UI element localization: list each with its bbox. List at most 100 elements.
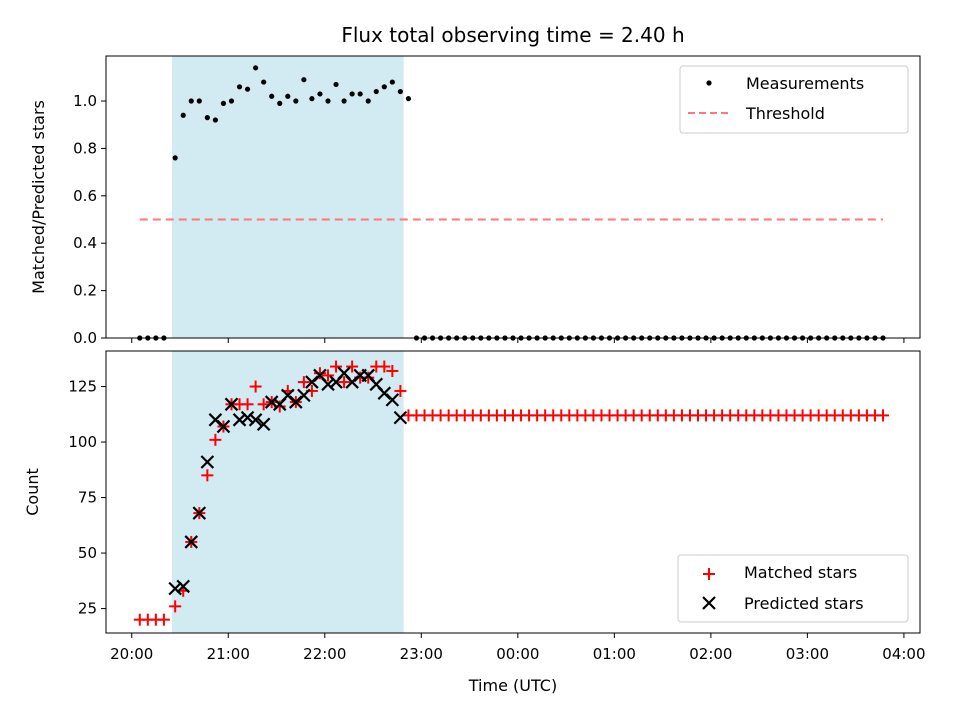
matched-star-point: [241, 398, 254, 411]
measurement-point: [172, 155, 178, 161]
predicted-star-point: [256, 417, 271, 432]
measurement-point: [244, 86, 251, 92]
matched-star-point: [201, 469, 214, 482]
bottom-panel: 25 50 75 100 125 20:00 21:00 22:00 23:00 00:00 01…: [23, 350, 926, 695]
predicted-star-points: [168, 366, 408, 596]
bottom-y-tick-label: 75: [78, 489, 97, 507]
measurement-point: [405, 96, 412, 102]
measurement-point: [333, 81, 339, 88]
top-y-tick-label: 1.0: [73, 92, 97, 110]
legend-label-matched: Matched stars: [744, 563, 857, 582]
measurement-point: [381, 84, 387, 90]
measurement-point: [397, 88, 403, 95]
predicted-star-point: [224, 397, 239, 412]
bottom-y-axis-label: Count: [23, 468, 42, 516]
measurement-point: [220, 100, 227, 106]
measurement-point: [236, 84, 243, 90]
bottom-x-ticks: 20:00 21:00 22:00 23:00 00:00 01:00 02:00 03:00…: [110, 633, 926, 663]
predicted-star-point: [264, 395, 279, 409]
top-y-tick-label: 0.2: [73, 282, 97, 300]
measurement-point: [277, 100, 283, 106]
top-y-tick-label: 0.0: [73, 329, 97, 347]
matched-star-point: [386, 364, 399, 377]
x-tick-label: 04:00: [882, 645, 925, 663]
predicted-star-point: [297, 388, 311, 403]
measurement-point: [228, 98, 235, 104]
bottom-shaded-region: [171, 351, 404, 633]
matched-star-point: [338, 376, 351, 389]
bottom-y-tick-label: 25: [78, 600, 97, 618]
top-shaded-region: [171, 56, 404, 338]
measurement-point: [389, 79, 395, 85]
measurement-point: [349, 91, 355, 97]
top-legend: Measurements Threshold: [679, 65, 909, 134]
matched-star-point: [257, 398, 270, 411]
bottom-legend: Matched stars Predicted stars: [677, 554, 909, 623]
matched-star-point: [313, 367, 326, 380]
top-panel: 0.0 0.2 0.4 0.6 0.8 1.0 Matched/Predicted sta…: [29, 55, 921, 347]
matched-star-point: [322, 369, 334, 382]
top-plot-frame: [105, 55, 921, 339]
legend-marker-predicted: [702, 596, 716, 610]
predicted-star-point: [176, 579, 190, 594]
top-y-tick-label: 0.6: [73, 187, 97, 205]
matched-star-point: [378, 360, 391, 373]
legend-marker-matched: [703, 568, 715, 580]
x-tick-label: 22:00: [303, 645, 346, 663]
measurement-point: [293, 98, 299, 104]
predicted-star-point: [393, 410, 408, 425]
measurement-point: [196, 98, 202, 104]
bottom-plot-frame: [105, 350, 921, 634]
matched-star-point: [297, 376, 310, 389]
bottom-y-tick-label: 50: [78, 544, 97, 562]
predicted-star-point: [216, 419, 231, 434]
measurement-point: [188, 98, 194, 104]
bottom-y-tick-label: 100: [68, 433, 97, 451]
predicted-star-point: [184, 535, 199, 549]
measurement-point: [373, 88, 379, 95]
measurement-point: [269, 93, 275, 99]
predicted-star-point: [321, 377, 335, 392]
predicted-star-point: [192, 506, 207, 520]
predicted-star-point: [200, 455, 215, 469]
predicted-star-point: [232, 413, 247, 427]
matched-star-point: [362, 371, 375, 384]
predicted-star-point: [240, 410, 255, 425]
measurement-point: [317, 91, 323, 97]
chart-title: Flux total observing time = 2.40 h: [341, 23, 684, 47]
measurement-point: [261, 79, 267, 85]
measurement-point: [325, 98, 331, 104]
matched-star-point: [209, 433, 222, 446]
measurement-point: [180, 112, 186, 118]
matched-star-point: [169, 600, 182, 613]
x-tick-label: 21:00: [207, 645, 250, 663]
x-tick-label: 23:00: [400, 645, 443, 663]
legend-label-predicted: Predicted stars: [744, 594, 864, 613]
matched-star-point: [157, 613, 170, 626]
matched-star-point: [249, 380, 262, 393]
measurement-point: [285, 93, 291, 99]
measurement-point: [309, 96, 315, 102]
matched-star-point: [330, 360, 343, 373]
top-y-tick-label: 0.8: [73, 139, 97, 157]
x-tick-label: 02:00: [689, 645, 732, 663]
measurement-point: [204, 115, 210, 121]
measurement-point: [341, 98, 347, 104]
matched-star-point: [346, 360, 359, 373]
matched-star-point: [394, 384, 407, 397]
predicted-star-point: [168, 581, 182, 596]
x-tick-label: 03:00: [786, 645, 829, 663]
measurement-point: [357, 91, 363, 97]
bottom-legend-box: [677, 554, 909, 623]
top-x-ticks: [131, 338, 905, 343]
predicted-star-point: [248, 413, 263, 427]
bottom-y-ticks: 25 50 75 100 125: [68, 378, 106, 618]
measurement-point: [253, 65, 259, 71]
top-y-tick-label: 0.4: [73, 234, 97, 252]
x-tick-label: 00:00: [496, 645, 539, 663]
measurement-point: [301, 77, 307, 83]
legend-marker-measurements: [706, 80, 712, 86]
x-axis-label: Time (UTC): [468, 676, 557, 695]
bottom-y-tick-label: 125: [68, 378, 97, 396]
